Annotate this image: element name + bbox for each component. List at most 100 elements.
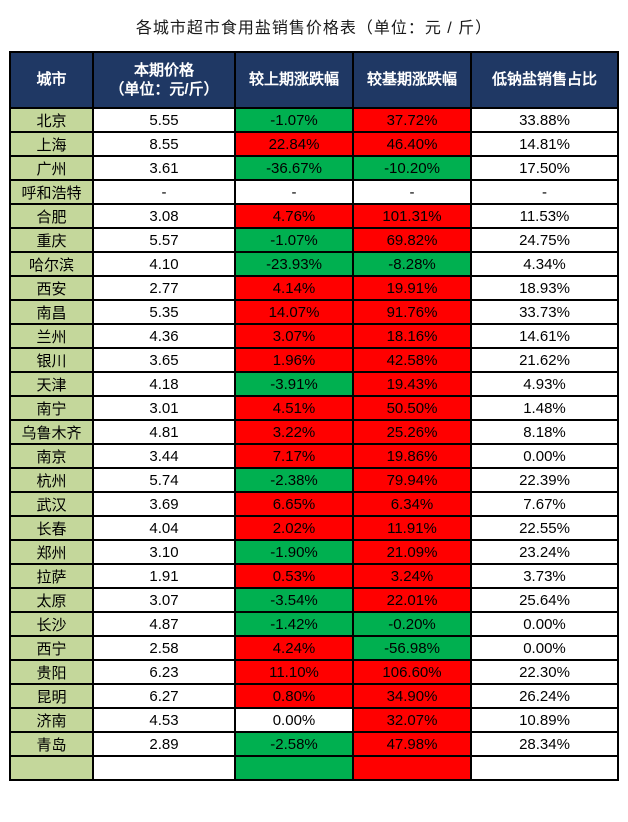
vs-base-cell: 19.91% — [352, 275, 472, 301]
city-cell: 昆明 — [9, 683, 94, 709]
table-row: 拉萨 1.91 0.53% 3.24% 3.73% — [9, 563, 619, 589]
header-row: 城市 本期价格 （单位：元/斤） 较上期涨跌幅 较基期涨跌幅 低钠盐销售占比 — [9, 51, 619, 109]
vs-base-cell: 79.94% — [352, 467, 472, 493]
table-row: 青岛 2.89 -2.58% 47.98% 28.34% — [9, 731, 619, 757]
vs-prev-cell: 22.84% — [234, 131, 354, 157]
city-cell: 西安 — [9, 275, 94, 301]
vs-base-cell: 106.60% — [352, 659, 472, 685]
table-row: 武汉 3.69 6.65% 6.34% 7.67% — [9, 491, 619, 517]
header-low-sodium: 低钠盐销售占比 — [470, 51, 619, 109]
table-row: 合肥 3.08 4.76% 101.31% 11.53% — [9, 203, 619, 229]
low-sodium-cell: 28.34% — [470, 731, 619, 757]
table-row: 郑州 3.10 -1.90% 21.09% 23.24% — [9, 539, 619, 565]
city-cell: 合肥 — [9, 203, 94, 229]
price-cell: 6.27 — [92, 683, 236, 709]
low-sodium-cell: 22.30% — [470, 659, 619, 685]
low-sodium-cell: 11.53% — [470, 203, 619, 229]
low-sodium-cell: 26.24% — [470, 683, 619, 709]
table-row: 昆明 6.27 0.80% 34.90% 26.24% — [9, 683, 619, 709]
low-sodium-cell: 4.93% — [470, 371, 619, 397]
low-sodium-cell: 25.64% — [470, 587, 619, 613]
vs-prev-cell: -2.58% — [234, 731, 354, 757]
table-row: 杭州 5.74 -2.38% 79.94% 22.39% — [9, 467, 619, 493]
city-cell: 上海 — [9, 131, 94, 157]
low-sodium-cell: 4.34% — [470, 251, 619, 277]
city-cell — [9, 755, 94, 781]
city-cell: 青岛 — [9, 731, 94, 757]
vs-base-cell: -10.20% — [352, 155, 472, 181]
table-row: 哈尔滨 4.10 -23.93% -8.28% 4.34% — [9, 251, 619, 277]
price-cell — [92, 755, 236, 781]
vs-prev-cell: 4.14% — [234, 275, 354, 301]
price-cell: 6.23 — [92, 659, 236, 685]
low-sodium-cell: 18.93% — [470, 275, 619, 301]
vs-base-cell: 46.40% — [352, 131, 472, 157]
vs-base-cell: 19.86% — [352, 443, 472, 469]
low-sodium-cell: 1.48% — [470, 395, 619, 421]
city-cell: 长春 — [9, 515, 94, 541]
vs-base-cell: 21.09% — [352, 539, 472, 565]
price-cell: 4.53 — [92, 707, 236, 733]
table-row: 重庆 5.57 -1.07% 69.82% 24.75% — [9, 227, 619, 253]
vs-base-cell: 42.58% — [352, 347, 472, 373]
vs-prev-cell: 3.22% — [234, 419, 354, 445]
price-cell: 3.07 — [92, 587, 236, 613]
table-row: 长春 4.04 2.02% 11.91% 22.55% — [9, 515, 619, 541]
price-cell: 2.89 — [92, 731, 236, 757]
table-row: 银川 3.65 1.96% 42.58% 21.62% — [9, 347, 619, 373]
header-price-line2: （单位：元/斤） — [109, 81, 219, 98]
header-price: 本期价格 （单位：元/斤） — [92, 51, 236, 109]
low-sodium-cell: 17.50% — [470, 155, 619, 181]
table-row: 南京 3.44 7.17% 19.86% 0.00% — [9, 443, 619, 469]
vs-base-cell: 50.50% — [352, 395, 472, 421]
price-cell: 3.01 — [92, 395, 236, 421]
price-cell: 5.35 — [92, 299, 236, 325]
vs-base-cell: -56.98% — [352, 635, 472, 661]
vs-prev-cell: 0.00% — [234, 707, 354, 733]
low-sodium-cell: 22.39% — [470, 467, 619, 493]
price-cell: 3.44 — [92, 443, 236, 469]
vs-prev-cell: -3.91% — [234, 371, 354, 397]
city-cell: 西宁 — [9, 635, 94, 661]
table-row: 广州 3.61 -36.67% -10.20% 17.50% — [9, 155, 619, 181]
city-cell: 兰州 — [9, 323, 94, 349]
vs-base-cell: -8.28% — [352, 251, 472, 277]
table-body: 北京 5.55 -1.07% 37.72% 33.88% 上海 8.55 22.84% 46.4… — [9, 107, 619, 781]
price-cell: 5.57 — [92, 227, 236, 253]
price-cell: 4.04 — [92, 515, 236, 541]
vs-prev-cell: - — [234, 179, 354, 205]
city-cell: 杭州 — [9, 467, 94, 493]
table-header: 城市 本期价格 （单位：元/斤） 较上期涨跌幅 较基期涨跌幅 低钠盐销售占比 — [9, 51, 619, 109]
vs-base-cell: - — [352, 179, 472, 205]
vs-base-cell: 32.07% — [352, 707, 472, 733]
header-price-line1: 本期价格 — [133, 61, 194, 79]
vs-base-cell: 69.82% — [352, 227, 472, 253]
price-cell: 3.69 — [92, 491, 236, 517]
low-sodium-cell: - — [470, 179, 619, 205]
vs-prev-cell: 4.76% — [234, 203, 354, 229]
city-cell: 重庆 — [9, 227, 94, 253]
low-sodium-cell: 0.00% — [470, 443, 619, 469]
vs-prev-cell: 0.53% — [234, 563, 354, 589]
vs-base-cell: 11.91% — [352, 515, 472, 541]
vs-prev-cell: 0.80% — [234, 683, 354, 709]
vs-base-cell: 101.31% — [352, 203, 472, 229]
low-sodium-cell: 22.55% — [470, 515, 619, 541]
city-cell: 北京 — [9, 107, 94, 133]
header-city: 城市 — [9, 51, 94, 109]
header-vs-base: 较基期涨跌幅 — [352, 51, 472, 109]
city-cell: 天津 — [9, 371, 94, 397]
vs-prev-cell: 6.65% — [234, 491, 354, 517]
table-row: 天津 4.18 -3.91% 19.43% 4.93% — [9, 371, 619, 397]
low-sodium-cell: 23.24% — [470, 539, 619, 565]
vs-base-cell: 6.34% — [352, 491, 472, 517]
city-cell: 武汉 — [9, 491, 94, 517]
low-sodium-cell: 14.61% — [470, 323, 619, 349]
table-row — [9, 755, 619, 781]
price-cell: 4.87 — [92, 611, 236, 637]
city-cell: 哈尔滨 — [9, 251, 94, 277]
table-row: 南昌 5.35 14.07% 91.76% 33.73% — [9, 299, 619, 325]
vs-base-cell: 34.90% — [352, 683, 472, 709]
vs-base-cell: -0.20% — [352, 611, 472, 637]
low-sodium-cell: 14.81% — [470, 131, 619, 157]
